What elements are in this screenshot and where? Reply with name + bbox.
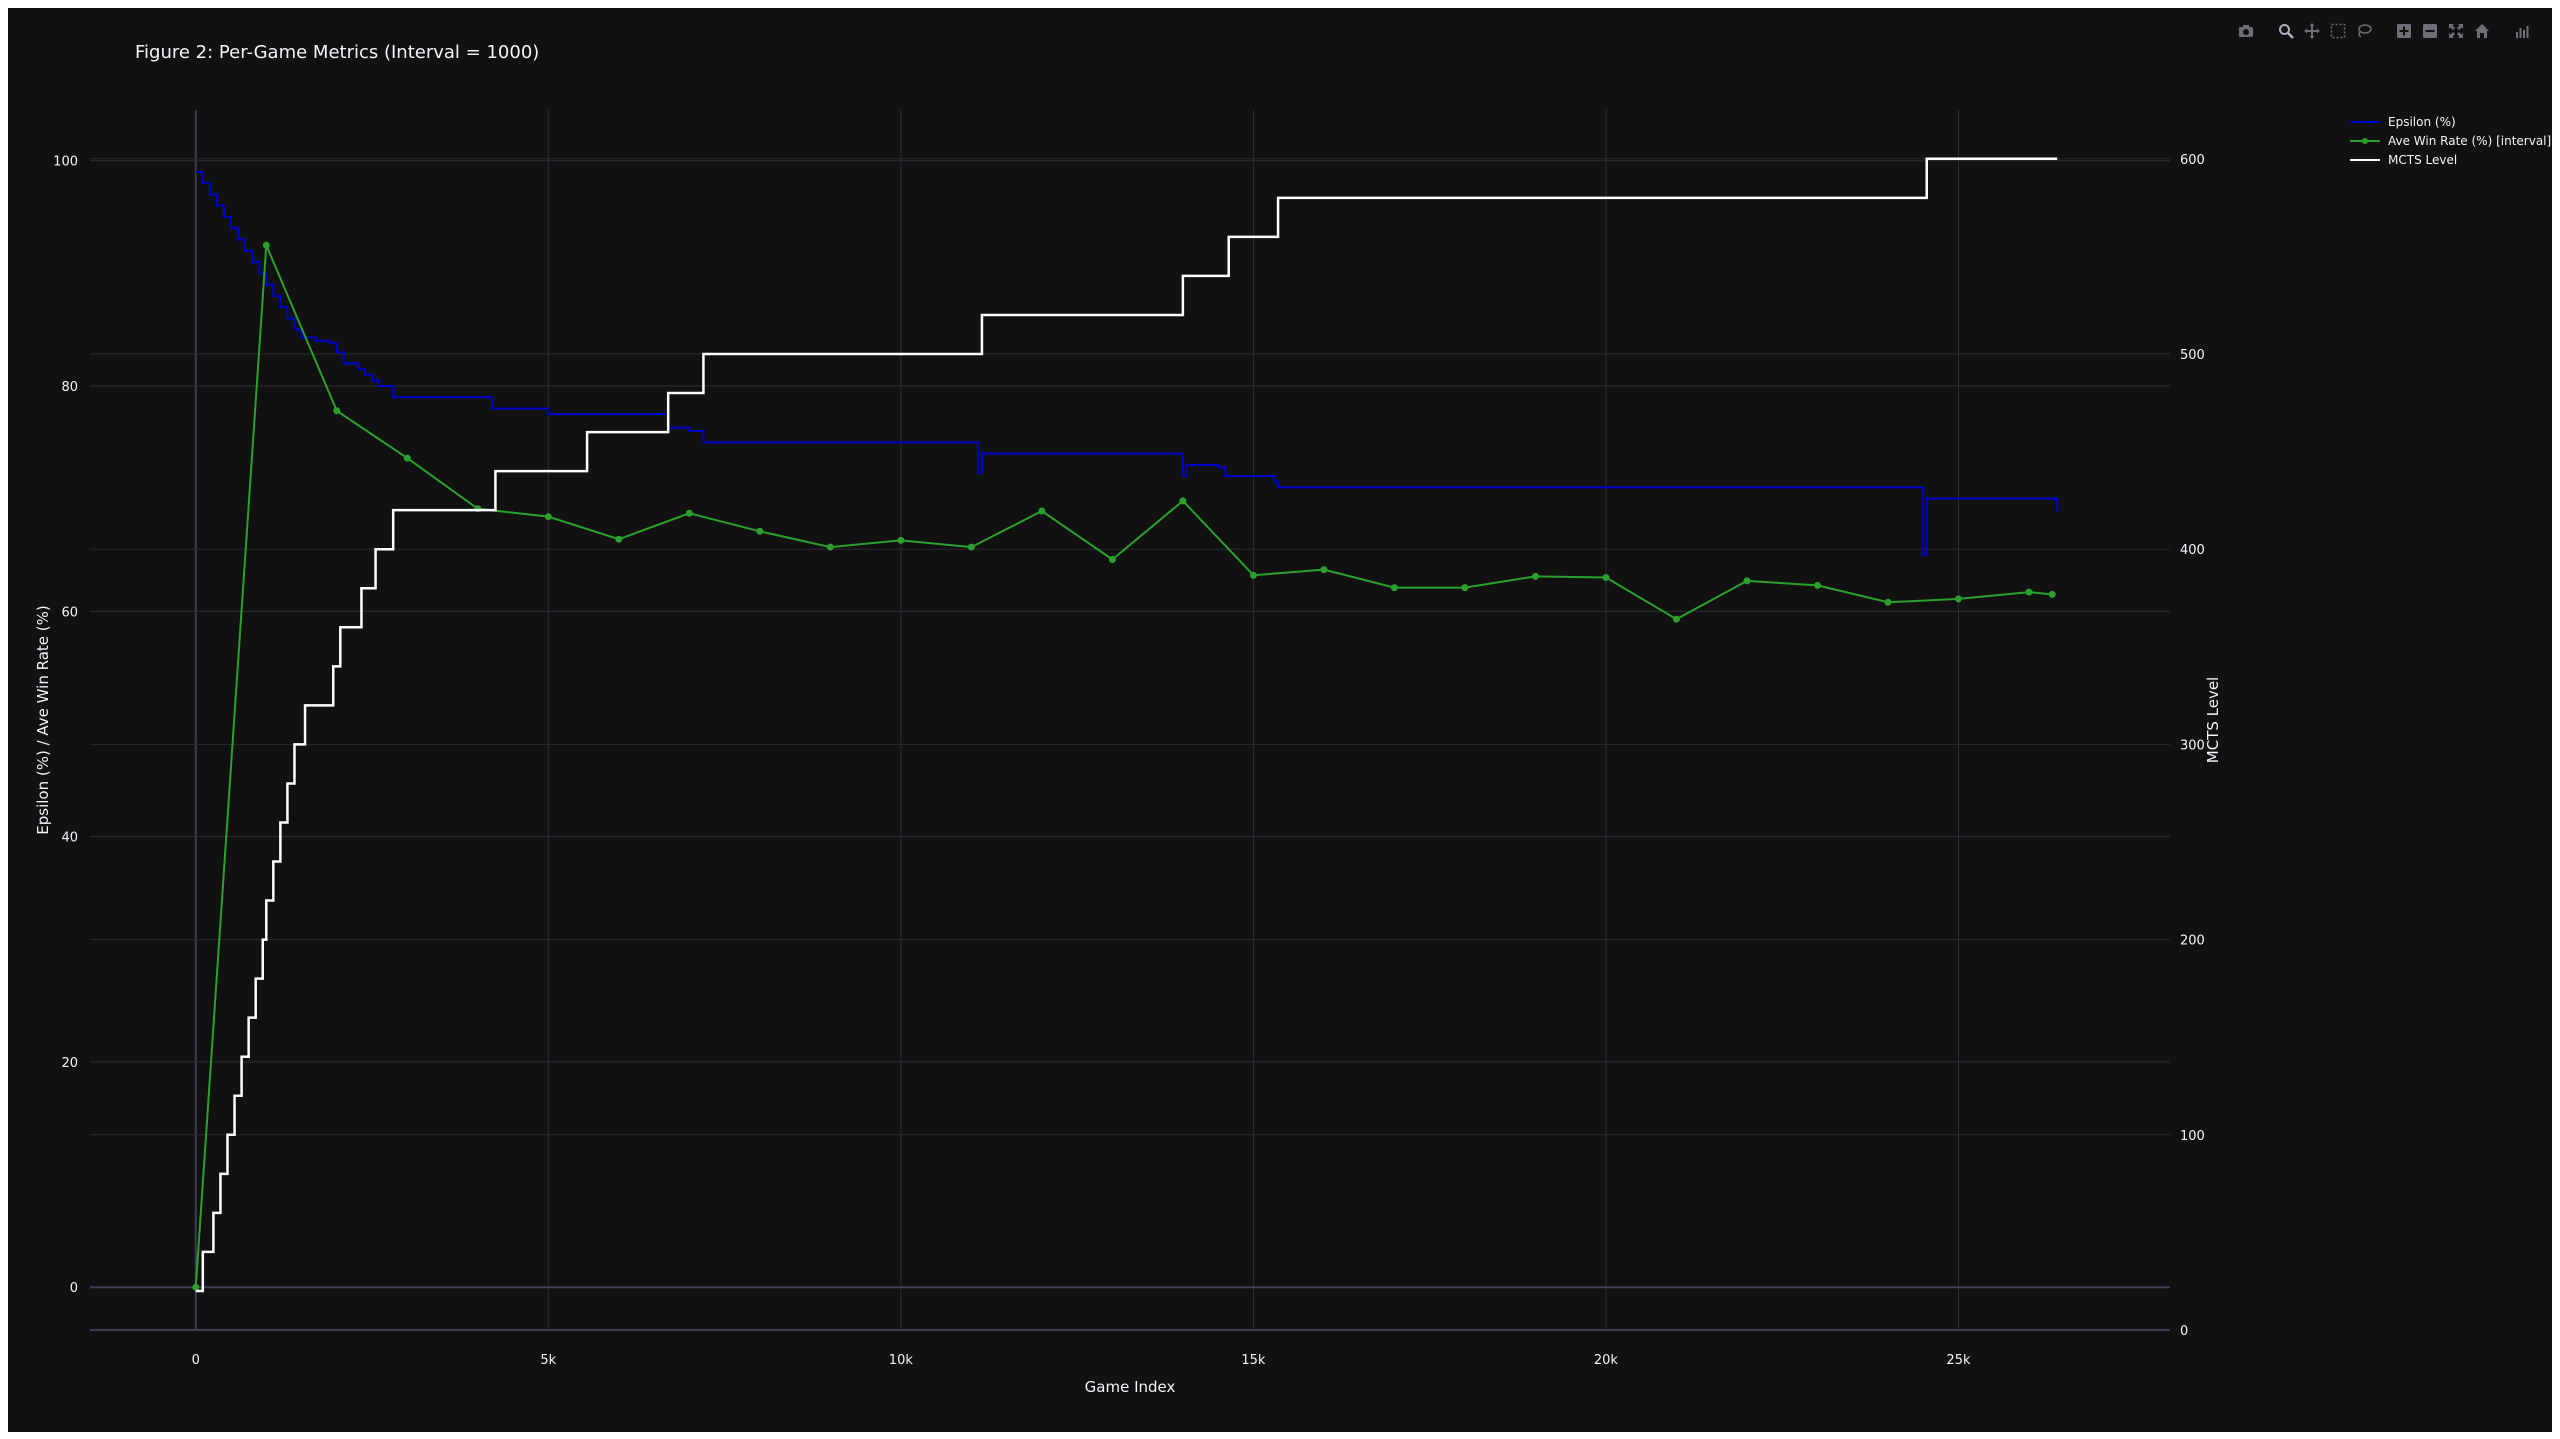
y-axis-title: Epsilon (%) / Ave Win Rate (%) — [34, 605, 52, 834]
series-point-ave-win-rate-interval — [192, 1283, 200, 1291]
plotly-logo-button[interactable] — [2512, 21, 2532, 41]
chart-title: Figure 2: Per-Game Metrics (Interval = 1… — [135, 42, 539, 63]
y-tick-label: 60 — [61, 605, 78, 620]
x-tick-label: 10k — [889, 1353, 914, 1368]
series-point-ave-win-rate-interval — [1390, 584, 1398, 592]
series-point-ave-win-rate-interval — [1602, 573, 1610, 581]
series-point-ave-win-rate-interval — [897, 536, 905, 544]
zoom-out-button[interactable] — [2420, 21, 2440, 41]
series-point-ave-win-rate-interval — [403, 454, 411, 462]
series-point-ave-win-rate-interval — [756, 527, 764, 535]
y-tick-label: 40 — [61, 831, 78, 846]
y2-tick-label: 600 — [2180, 153, 2205, 168]
series-point-ave-win-rate-interval — [1461, 584, 1469, 592]
y2-tick-label: 200 — [2180, 934, 2205, 949]
zoom-out-icon — [2423, 24, 2437, 38]
series-point-ave-win-rate-interval — [2025, 588, 2033, 596]
legend-label-mcts-level: MCTS Level — [2388, 153, 2457, 167]
y2-tick-label: 0 — [2180, 1324, 2188, 1339]
series-point-ave-win-rate-interval — [615, 535, 623, 543]
y-tick-label: 80 — [61, 380, 78, 395]
autoscale-icon — [2449, 24, 2463, 38]
legend-label-ave-win-rate-interval: Ave Win Rate (%) [interval] — [2388, 134, 2551, 148]
box-select-icon — [2330, 23, 2346, 39]
plot-modebar — [2236, 20, 2532, 42]
x-axis-title: Game Index — [1085, 1378, 1176, 1396]
x-tick-label: 25k — [1946, 1353, 1971, 1368]
y2-axis-title: MCTS Level — [2204, 677, 2222, 763]
download-plot-button[interactable] — [2236, 21, 2256, 41]
series-point-ave-win-rate-interval — [1672, 615, 1680, 623]
legend-marker-ave-win-rate-interval — [2362, 138, 2368, 144]
lasso-icon — [2358, 24, 2372, 38]
series-point-ave-win-rate-interval — [1531, 572, 1539, 580]
plotly-logo-icon — [2516, 26, 2529, 38]
series-point-ave-win-rate-interval — [685, 509, 693, 517]
x-tick-label: 15k — [1241, 1353, 1266, 1368]
series-line-epsilon — [195, 170, 2059, 556]
y2-tick-label: 100 — [2180, 1129, 2205, 1144]
series-point-ave-win-rate-interval — [1179, 497, 1187, 505]
series-point-ave-win-rate-interval — [1038, 507, 1046, 515]
home-icon — [2475, 24, 2489, 38]
series-point-ave-win-rate-interval — [1320, 566, 1328, 574]
zoom-icon — [2279, 24, 2294, 39]
series-point-ave-win-rate-interval — [1954, 595, 1962, 603]
zoom-in-button[interactable] — [2394, 21, 2414, 41]
zoom-in-icon — [2397, 24, 2411, 38]
legend-label-epsilon: Epsilon (%) — [2388, 115, 2456, 129]
series-point-ave-win-rate-interval — [1813, 581, 1821, 589]
y2-tick-label: 400 — [2180, 543, 2205, 558]
reset-axes-button[interactable] — [2472, 21, 2492, 41]
series-line-ave-win-rate-interval — [194, 244, 2053, 1288]
series-point-ave-win-rate-interval — [262, 241, 270, 249]
series-point-ave-win-rate-interval — [1249, 571, 1257, 579]
lasso-select-button[interactable] — [2354, 21, 2374, 41]
series-point-ave-win-rate-interval — [2048, 590, 2056, 598]
series-point-ave-win-rate-interval — [1108, 555, 1116, 563]
series-point-ave-win-rate-interval — [826, 543, 834, 551]
x-tick-label: 5k — [540, 1353, 556, 1368]
y-tick-label: 20 — [61, 1056, 78, 1071]
y2-tick-label: 300 — [2180, 738, 2205, 753]
y-tick-label: 0 — [70, 1281, 78, 1296]
series-point-ave-win-rate-interval — [1884, 598, 1892, 606]
plot-figure — [8, 8, 2552, 1432]
autoscale-button[interactable] — [2446, 21, 2466, 41]
series-point-ave-win-rate-interval — [1743, 577, 1751, 585]
series-point-ave-win-rate-interval — [967, 543, 975, 551]
series-line-mcts-level — [195, 157, 2058, 1293]
x-tick-label: 20k — [1594, 1353, 1619, 1368]
series-point-ave-win-rate-interval — [333, 407, 341, 415]
box-select-button[interactable] — [2328, 21, 2348, 41]
series-point-ave-win-rate-interval — [544, 513, 552, 521]
pan-icon — [2304, 23, 2320, 39]
x-tick-label: 0 — [192, 1353, 200, 1368]
y2-tick-label: 500 — [2180, 348, 2205, 363]
camera-icon — [2239, 25, 2253, 37]
zoom-button[interactable] — [2276, 21, 2296, 41]
pan-button[interactable] — [2302, 21, 2322, 41]
y-tick-label: 100 — [53, 155, 78, 170]
